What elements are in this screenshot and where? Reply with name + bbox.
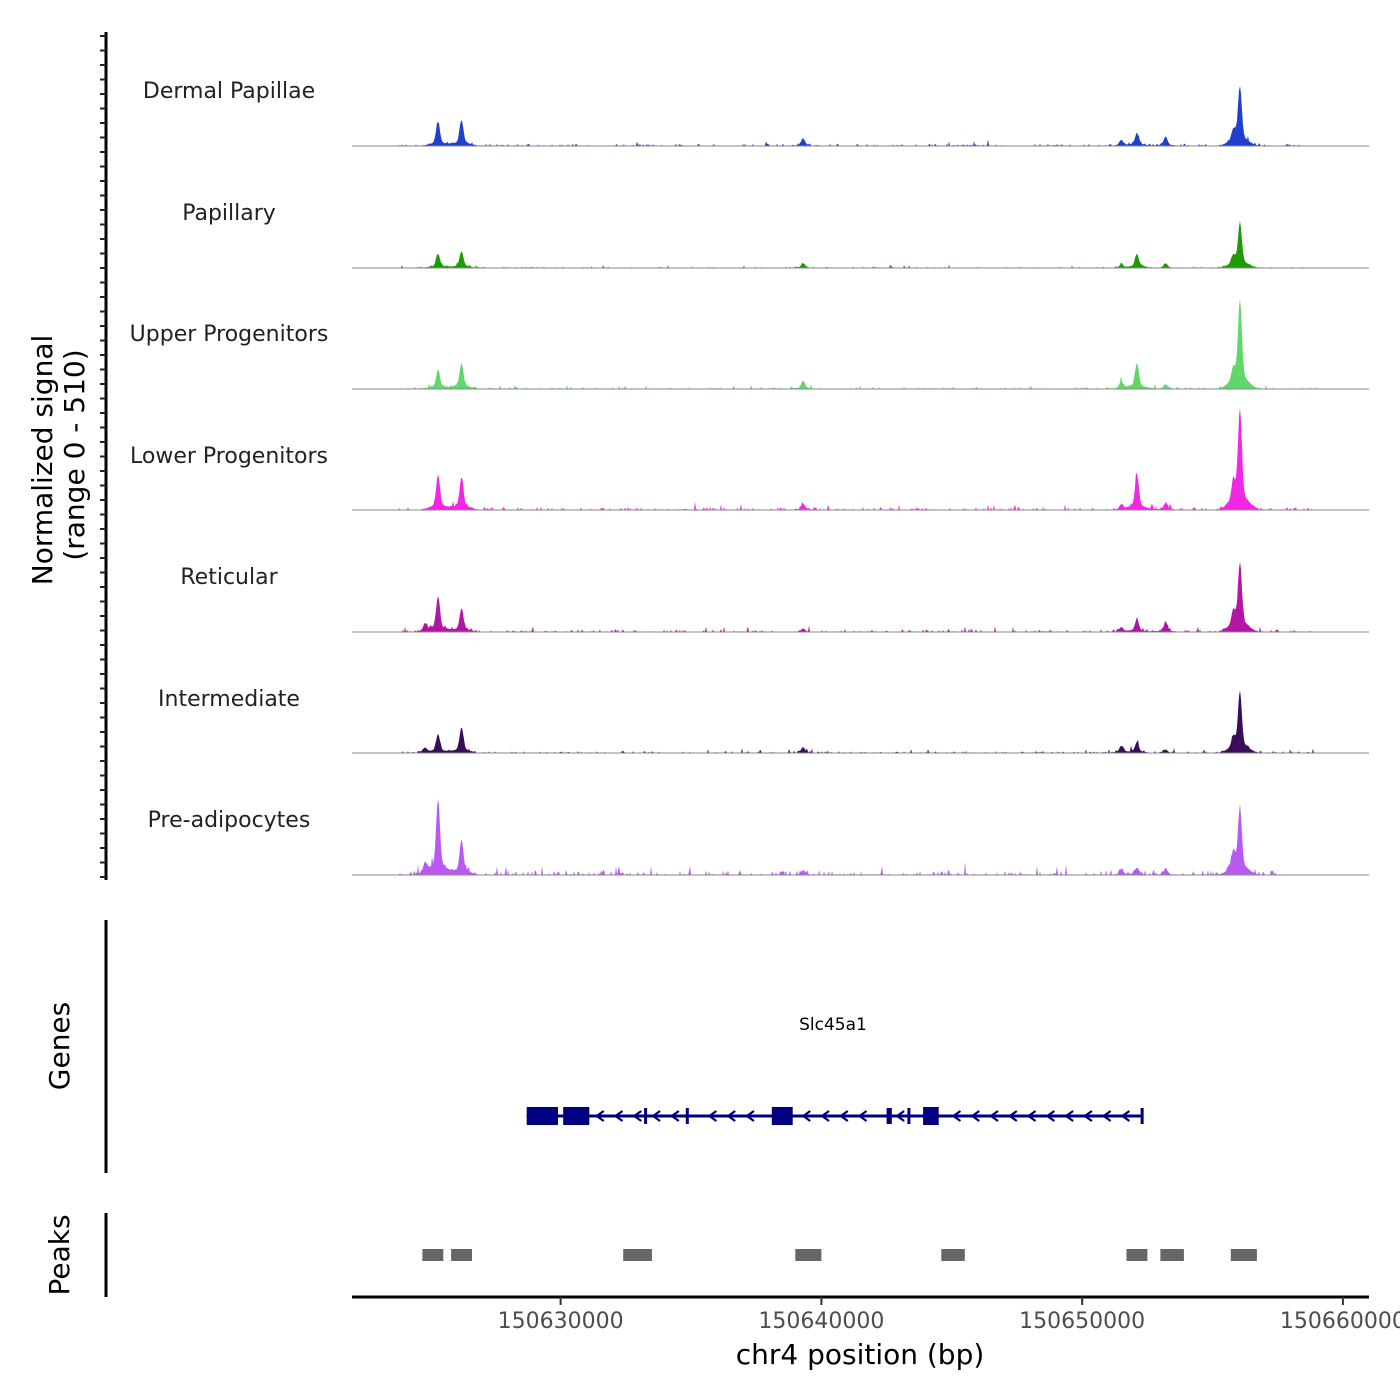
gene-exon xyxy=(886,1108,892,1124)
gene-strand-arrow xyxy=(895,1110,905,1122)
peak-region xyxy=(623,1249,652,1261)
peak-region xyxy=(1126,1249,1148,1261)
x-tick-label: 150650000 xyxy=(1019,1309,1145,1334)
track-label-dermal-papillae: Dermal Papillae xyxy=(143,79,315,104)
gene-name-label: Slc45a1 xyxy=(799,1015,867,1035)
gene-exon xyxy=(907,1108,911,1124)
signal-y-axis xyxy=(100,32,108,880)
gene-exon xyxy=(923,1107,939,1125)
gene-strand-arrow xyxy=(801,1110,811,1122)
track-pre-adipocytes: Pre-adipocytes xyxy=(148,799,1369,876)
track-upper-progenitors: Upper Progenitors xyxy=(130,298,1369,390)
x-tick-label: 150640000 xyxy=(758,1309,884,1334)
peak-region xyxy=(795,1249,822,1261)
gene-strand-arrow xyxy=(669,1110,680,1122)
gene-strand-arrow xyxy=(1026,1110,1037,1122)
track-reticular: Reticular xyxy=(180,561,1369,633)
gene-strand-arrow xyxy=(838,1110,849,1122)
peak-region xyxy=(941,1249,965,1261)
track-dermal-papillae: Dermal Papillae xyxy=(143,79,1369,147)
gene-strand-arrow xyxy=(594,1110,605,1122)
gene-strand-arrow xyxy=(613,1110,624,1122)
signal-ylabel-line1: Normalized signal xyxy=(26,335,59,586)
gene-strand-arrow xyxy=(820,1110,830,1122)
x-tick-label: 150630000 xyxy=(498,1309,624,1334)
peak-region xyxy=(1230,1249,1257,1261)
x-axis-ticks: 150630000 150640000 150650000 150660000 xyxy=(498,1297,1400,1334)
gene-exon xyxy=(771,1107,793,1125)
track-lower-progenitors: Lower Progenitors xyxy=(130,407,1369,511)
gene-strand-arrow xyxy=(651,1110,661,1122)
gene-exon xyxy=(644,1108,648,1124)
track-label-lower-progenitors: Lower Progenitors xyxy=(130,444,328,469)
gene-strand-arrow xyxy=(632,1110,642,1122)
gene-strand-arrow xyxy=(1120,1110,1131,1122)
peak-region xyxy=(422,1249,444,1261)
gene-exon xyxy=(563,1107,590,1125)
track-label-intermediate: Intermediate xyxy=(158,687,300,712)
track-label-reticular: Reticular xyxy=(180,565,278,590)
gene-strand-arrow xyxy=(970,1110,980,1122)
gene-strand-arrow xyxy=(989,1110,999,1122)
gene-exon xyxy=(685,1108,689,1124)
gene-strand-arrow xyxy=(726,1110,736,1122)
peaks-panel-label: Peaks xyxy=(43,1214,76,1295)
track-intermediate: Intermediate xyxy=(158,687,1369,754)
gene-strand-arrow xyxy=(1101,1110,1112,1122)
gene-strand-arrow xyxy=(857,1110,868,1122)
genes-panel-label: Genes xyxy=(43,1002,76,1090)
peak-region xyxy=(1160,1249,1184,1261)
peak-region xyxy=(451,1249,472,1261)
track-label-upper-progenitors: Upper Progenitors xyxy=(130,322,329,347)
coverage-tracks: Dermal Papillae Papillary Upper Progenitor… xyxy=(130,79,1369,876)
gene-exon xyxy=(526,1107,558,1125)
gene-strand-arrow xyxy=(1064,1110,1074,1122)
x-tick-label: 150660000 xyxy=(1280,1309,1400,1334)
gene-strand-arrow xyxy=(951,1110,962,1122)
x-axis-title: chr4 position (bp) xyxy=(736,1338,985,1371)
gene-model-slc45a1 xyxy=(526,1107,1144,1125)
peak-regions xyxy=(422,1249,1257,1261)
gene-strand-arrow xyxy=(745,1110,755,1122)
gene-strand-arrow xyxy=(1045,1110,1055,1122)
track-label-pre-adipocytes: Pre-adipocytes xyxy=(148,808,311,833)
gene-strand-arrow xyxy=(1082,1110,1093,1122)
gene-strand-arrow xyxy=(707,1110,718,1122)
track-papillary: Papillary xyxy=(182,201,1369,269)
track-label-papillary: Papillary xyxy=(182,201,276,226)
signal-ylabel-line2: (range 0 - 510) xyxy=(58,349,91,560)
gene-strand-arrow xyxy=(1007,1110,1018,1122)
